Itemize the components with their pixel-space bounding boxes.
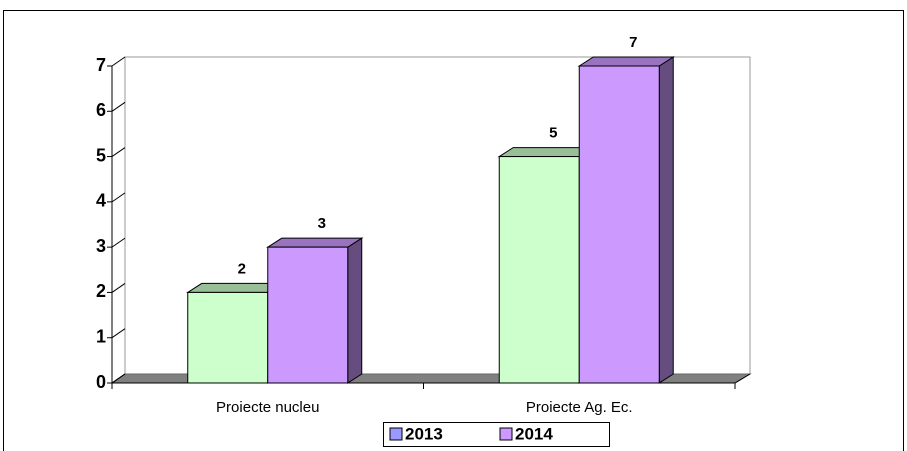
x-tick-label: Proiecte Ag. Ec. — [526, 399, 633, 416]
wall-tick — [111, 192, 126, 203]
wall-tick — [111, 147, 126, 157]
bar-side — [347, 237, 363, 384]
y-tick-label: 4 — [96, 191, 106, 211]
y-tick-label: 5 — [96, 145, 106, 165]
y-tick-label: 1 — [96, 326, 106, 346]
y-tick-label: 3 — [96, 236, 106, 256]
legend-marker — [389, 427, 403, 441]
data-label: 5 — [549, 125, 557, 142]
bar — [498, 156, 580, 384]
bar-top — [577, 56, 675, 67]
wall-tick — [111, 237, 126, 248]
wall-tick — [111, 373, 126, 384]
bar — [267, 246, 349, 384]
x-axis-depth — [734, 373, 751, 384]
y-tick-label: 2 — [96, 281, 106, 301]
data-label: 7 — [629, 34, 637, 51]
wall-tick — [111, 101, 126, 112]
legend-marker — [499, 427, 513, 441]
x-tick-label: Proiecte nucleu — [216, 399, 319, 416]
data-label: 3 — [318, 215, 326, 232]
bar — [187, 291, 269, 384]
wall-tick — [111, 328, 126, 339]
y-tick-label: 0 — [96, 372, 106, 392]
legend-label: 2014 — [515, 424, 553, 443]
wall-tick — [111, 56, 126, 67]
wall-tick — [111, 283, 126, 293]
legend-box — [383, 422, 610, 447]
y-tick-label: 7 — [96, 55, 106, 75]
y-tick-label: 6 — [96, 100, 106, 120]
legend-label: 2013 — [405, 424, 443, 443]
bar-side — [658, 56, 674, 384]
data-label: 2 — [238, 260, 246, 277]
bar-top — [266, 237, 364, 248]
bar — [578, 65, 660, 384]
